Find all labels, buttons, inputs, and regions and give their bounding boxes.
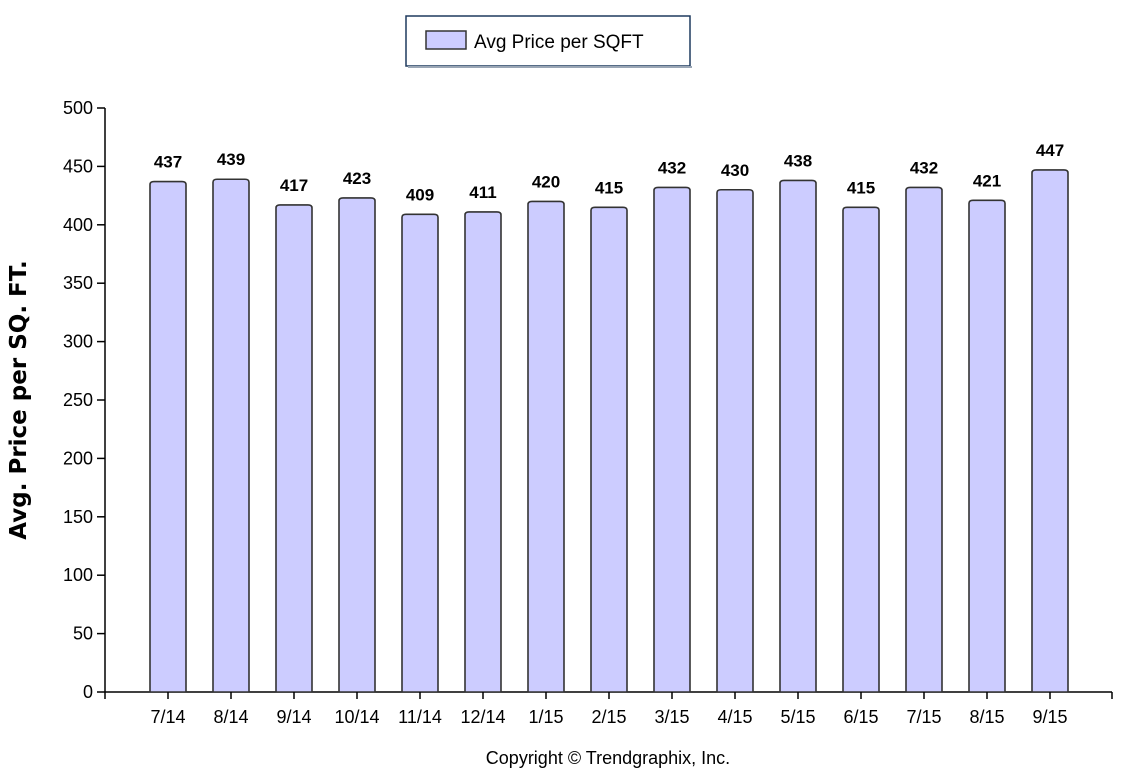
bar [653,186,691,693]
bar-value-label: 417 [280,176,308,195]
legend: Avg Price per SQFT [405,15,692,68]
x-tick-label: 11/14 [398,707,442,727]
bar [275,204,313,693]
bar [779,179,817,693]
bar [716,188,754,693]
y-axis-title: Avg. Price per SQ. FT. [6,260,32,539]
y-tick-label: 350 [63,273,93,293]
copyright-text: Copyright © Trendgraphix, Inc. [486,748,730,768]
y-axis-ticks: 0 50 100 150 200 250 300 350 400 450 500 [63,98,105,702]
legend-label: Avg Price per SQFT [474,32,644,53]
bar [1031,169,1069,693]
bar-value-label: 432 [910,158,938,177]
bar-value-label: 438 [784,151,812,170]
bar-value-label: 420 [532,172,560,191]
x-tick-label: 6/15 [843,707,878,727]
y-tick-label: 500 [63,98,93,118]
bar [527,200,565,693]
bar [590,206,628,693]
bar-value-label: 423 [343,169,371,188]
bar [401,213,439,693]
data-labels-group: 437 439 417 423 409 411 420 415 432 430 438 415 432 4… [154,141,1064,204]
bar [968,199,1006,693]
bar-value-label: 415 [847,178,875,197]
bar [149,180,187,693]
x-tick-label: 2/15 [591,707,626,727]
x-tick-label: 4/15 [717,707,752,727]
x-tick-label: 7/14 [150,707,185,727]
bar-value-label: 415 [595,178,623,197]
bar-value-label: 439 [217,150,245,169]
bar [905,186,943,693]
x-tick-label: 8/14 [213,707,248,727]
bar-value-label: 437 [154,153,182,172]
y-tick-label: 450 [63,156,93,176]
x-axis-ticks: 7/14 8/14 9/14 10/14 11/14 12/14 1/15 2/15 3/15 4… [104,692,1113,727]
bar-value-label: 432 [658,158,686,177]
bar [464,211,502,693]
legend-swatch [425,30,467,50]
x-tick-label: 9/15 [1032,707,1067,727]
y-tick-label: 0 [83,682,93,702]
bar [212,178,250,693]
y-tick-label: 100 [63,565,93,585]
x-tick-label: 5/15 [780,707,815,727]
y-tick-label: 50 [73,624,93,644]
bar-value-label: 411 [469,183,496,202]
bar [842,206,880,693]
bar-value-label: 409 [406,185,434,204]
x-tick-label: 1/15 [528,707,563,727]
x-tick-label: 3/15 [654,707,689,727]
y-tick-label: 150 [63,507,93,527]
bar-value-label: 447 [1036,141,1064,160]
legend-box-shadow [408,66,692,68]
x-tick-label: 10/14 [334,707,379,727]
x-tick-label: 7/15 [906,707,941,727]
bars-group [149,169,1069,693]
y-tick-label: 250 [63,390,93,410]
x-tick-label: 8/15 [969,707,1004,727]
bar [338,197,376,693]
y-tick-label: 400 [63,215,93,235]
x-tick-label: 9/14 [276,707,311,727]
bar-value-label: 430 [721,161,749,180]
y-tick-label: 300 [63,332,93,352]
y-tick-label: 200 [63,448,93,468]
x-tick-label: 12/14 [460,707,505,727]
bar-value-label: 421 [973,171,1001,190]
